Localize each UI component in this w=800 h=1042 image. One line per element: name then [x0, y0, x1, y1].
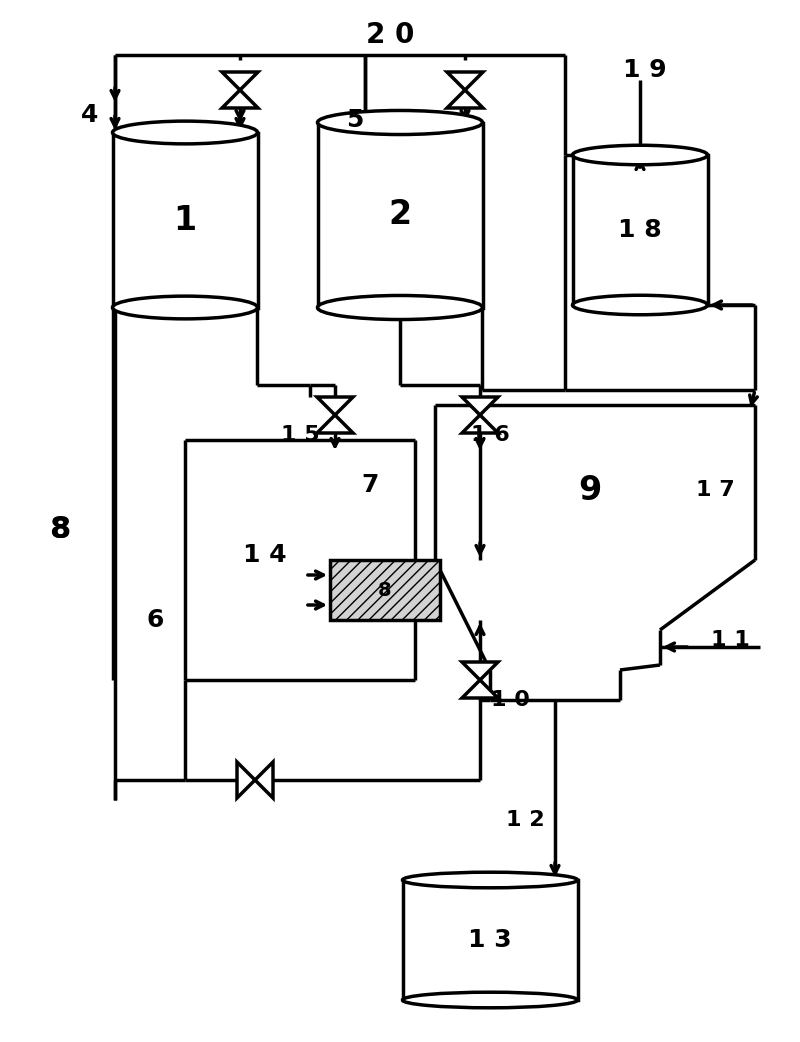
Text: 1 0: 1 0: [490, 690, 530, 710]
Bar: [318, 123, 482, 307]
Text: 9: 9: [578, 473, 602, 506]
Bar: [402, 880, 578, 1000]
Text: 4: 4: [82, 103, 98, 127]
Polygon shape: [462, 680, 498, 698]
Ellipse shape: [113, 121, 258, 144]
Ellipse shape: [113, 296, 258, 319]
Text: 6: 6: [146, 607, 164, 632]
Ellipse shape: [318, 110, 482, 134]
Polygon shape: [462, 415, 498, 433]
Polygon shape: [222, 90, 258, 108]
Polygon shape: [317, 397, 353, 415]
Bar: [330, 560, 440, 620]
Text: 1 5: 1 5: [281, 425, 319, 445]
Text: 1: 1: [174, 203, 197, 237]
Polygon shape: [462, 662, 498, 680]
Text: 7: 7: [362, 473, 378, 497]
Ellipse shape: [402, 992, 578, 1008]
Ellipse shape: [318, 296, 482, 320]
Text: 2 0: 2 0: [366, 21, 414, 49]
Ellipse shape: [402, 872, 578, 888]
Text: 5: 5: [346, 108, 364, 132]
Bar: [573, 155, 707, 305]
Ellipse shape: [573, 295, 707, 315]
Polygon shape: [447, 72, 483, 90]
Text: 1 1: 1 1: [710, 630, 750, 650]
Ellipse shape: [573, 145, 707, 165]
Text: 1 7: 1 7: [696, 480, 734, 500]
Polygon shape: [255, 762, 273, 798]
Polygon shape: [447, 90, 483, 108]
Text: 1 9: 1 9: [623, 58, 667, 82]
Polygon shape: [317, 415, 353, 433]
Polygon shape: [237, 762, 255, 798]
Text: 1 3: 1 3: [468, 928, 512, 952]
Text: 1 2: 1 2: [506, 810, 544, 830]
Text: 2: 2: [389, 198, 411, 231]
Polygon shape: [462, 397, 498, 415]
Text: 1 6: 1 6: [470, 425, 510, 445]
Text: 1 4: 1 4: [243, 543, 287, 567]
Text: 8: 8: [50, 516, 70, 544]
Text: 8: 8: [50, 516, 70, 545]
Polygon shape: [222, 72, 258, 90]
Text: 1 8: 1 8: [618, 218, 662, 242]
Bar: [113, 132, 258, 307]
Text: 8: 8: [378, 580, 392, 599]
